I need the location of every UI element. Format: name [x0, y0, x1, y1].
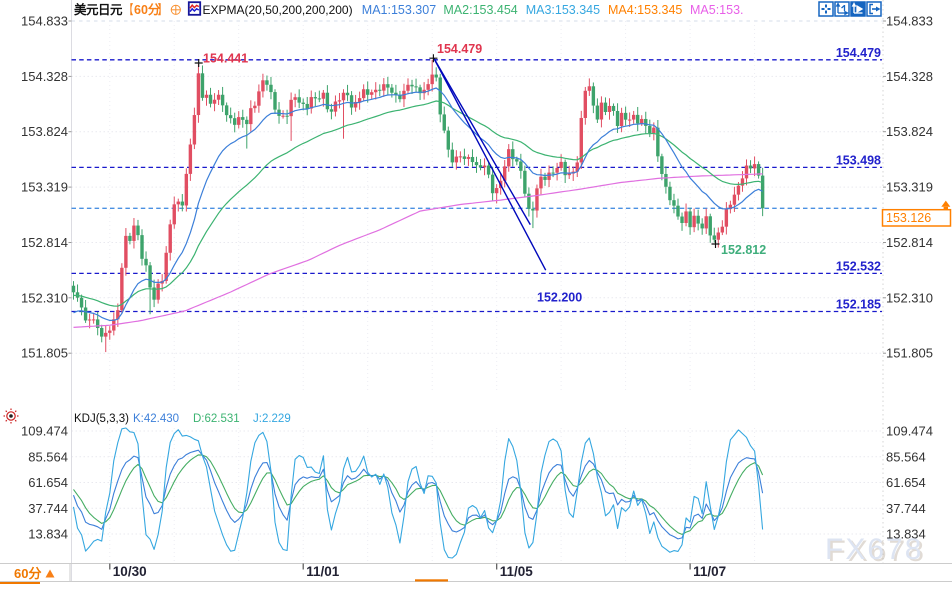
svg-text:152.532: 152.532 — [836, 259, 881, 273]
svg-text:154.441: 154.441 — [203, 52, 248, 66]
svg-text:153.824: 153.824 — [21, 124, 68, 139]
svg-text:10/30: 10/30 — [113, 564, 147, 579]
svg-text:KDJ(5,3,3): KDJ(5,3,3) — [74, 413, 129, 425]
svg-text:MA3:153.345: MA3:153.345 — [526, 3, 600, 17]
svg-text:154.833: 154.833 — [21, 14, 68, 29]
svg-text:MA2:153.454: MA2:153.454 — [443, 3, 517, 17]
svg-text:FX678: FX678 — [825, 533, 923, 566]
svg-text:MA1:153.307: MA1:153.307 — [362, 3, 436, 17]
svg-text:FX678: FX678 — [828, 535, 926, 568]
svg-text:美元日元: 美元日元 — [74, 2, 123, 17]
svg-text:152.310: 152.310 — [21, 290, 68, 305]
svg-text:154.833: 154.833 — [886, 14, 933, 29]
svg-text:154.479: 154.479 — [437, 42, 482, 56]
svg-text:152.310: 152.310 — [886, 290, 933, 305]
svg-text:154.479: 154.479 — [836, 46, 881, 60]
svg-text:152.185: 152.185 — [836, 298, 881, 312]
svg-text:152.200: 152.200 — [537, 291, 582, 305]
svg-text:151.805: 151.805 — [886, 346, 933, 361]
svg-text:MA4:153.345: MA4:153.345 — [608, 3, 682, 17]
svg-text:153.319: 153.319 — [886, 180, 933, 195]
svg-text:153.498: 153.498 — [836, 153, 881, 167]
svg-text:109.474: 109.474 — [21, 424, 68, 439]
svg-text:】: 】 — [158, 2, 166, 17]
svg-text:85.564: 85.564 — [886, 449, 926, 464]
svg-text:37.744: 37.744 — [28, 501, 68, 516]
svg-text:D:62.531: D:62.531 — [193, 413, 240, 425]
svg-text:11/07: 11/07 — [693, 564, 726, 579]
svg-text:85.564: 85.564 — [28, 449, 68, 464]
svg-text:152.814: 152.814 — [886, 235, 933, 250]
svg-text:154.328: 154.328 — [21, 69, 68, 84]
svg-text:61.654: 61.654 — [886, 475, 926, 490]
svg-text:152.814: 152.814 — [21, 235, 68, 250]
svg-text:153.824: 153.824 — [886, 124, 933, 139]
svg-text:154.328: 154.328 — [886, 69, 933, 84]
svg-text:【: 【 — [126, 2, 134, 17]
svg-text:153.126: 153.126 — [886, 211, 931, 225]
svg-text:60分: 60分 — [134, 2, 161, 17]
svg-text:MA5:153.: MA5:153. — [690, 3, 744, 17]
svg-text:152.812: 152.812 — [721, 243, 766, 257]
svg-text:K:42.430: K:42.430 — [133, 413, 179, 425]
svg-text:J:2.229: J:2.229 — [253, 413, 291, 425]
svg-text:61.654: 61.654 — [28, 475, 68, 490]
svg-text:37.744: 37.744 — [886, 501, 926, 516]
svg-text:11/01: 11/01 — [306, 564, 340, 579]
svg-text:60分: 60分 — [14, 566, 41, 581]
svg-text:13.834: 13.834 — [28, 527, 68, 542]
svg-text:109.474: 109.474 — [886, 424, 933, 439]
svg-text:EXPMA(20,50,200,200,200): EXPMA(20,50,200,200,200) — [203, 3, 353, 17]
svg-text:153.319: 153.319 — [21, 180, 68, 195]
svg-text:13.834: 13.834 — [886, 527, 926, 542]
svg-text:151.805: 151.805 — [21, 346, 68, 361]
svg-text:11/05: 11/05 — [500, 564, 534, 579]
